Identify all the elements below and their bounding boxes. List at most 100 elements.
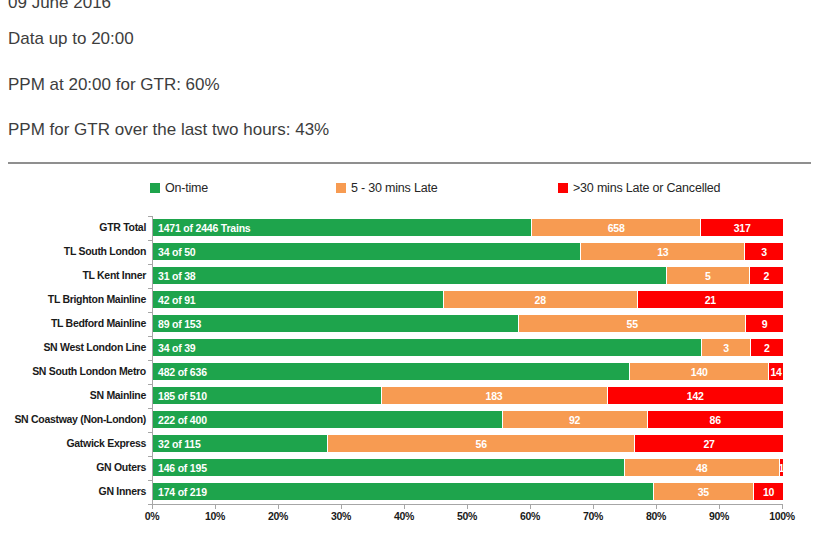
bar-value-label: 1471 of 2446 Trains (158, 222, 251, 234)
bar-value-label: 3 (723, 342, 729, 354)
bar-segment-cancelled: 317 (701, 219, 783, 236)
bar-row: 89 of 153559 (153, 315, 783, 332)
x-axis-tick (593, 505, 594, 509)
on-time-swatch-icon (150, 183, 160, 193)
legend-label: On-time (165, 181, 208, 195)
y-axis-tick (148, 336, 152, 337)
bar-segment-cancelled: 1 (780, 459, 783, 476)
x-axis-tick (530, 505, 531, 509)
x-axis-tick (341, 505, 342, 509)
bar-segment-late: 28 (444, 291, 638, 308)
bar-value-label: 222 of 400 (158, 414, 207, 426)
x-axis-tick (152, 505, 153, 509)
y-axis-tick (148, 216, 152, 217)
bar-value-label: 34 of 39 (158, 342, 196, 354)
bar-row: 42 of 91 28 21 (153, 291, 783, 308)
y-axis-tick (148, 456, 152, 457)
x-axis-tick (467, 505, 468, 509)
category-label: GN Outers (0, 459, 146, 476)
bar-segment-late: 35 (654, 483, 755, 500)
bar-segment-on-time: 42 of 91 (153, 291, 444, 308)
y-axis-tick (148, 288, 152, 289)
bar-segment-late: 92 (503, 411, 648, 428)
x-axis-tick (656, 505, 657, 509)
bar-row: 185 of 510183142 (153, 387, 783, 404)
bar-value-label: 92 (569, 414, 580, 426)
bar-value-label: 55 (627, 318, 638, 330)
bar-value-label: 10 (763, 486, 774, 498)
legend-label: >30 mins Late or Cancelled (573, 181, 720, 195)
bar-segment-on-time: 34 of 50 (153, 243, 581, 260)
x-axis-tick-label: 80% (636, 510, 676, 522)
category-label: TL Brighton Mainline (0, 291, 146, 308)
bar-row: 32 of 115 56 27 (153, 435, 783, 452)
x-axis-tick-label: 30% (321, 510, 361, 522)
bar-segment-late: 5 (667, 267, 750, 284)
bar-value-label: 482 of 636 (158, 366, 207, 378)
category-label: Gatwick Express (0, 435, 146, 452)
bar-row: 1471 of 2446 Trains 658 317 (153, 219, 783, 236)
x-axis-tick-label: 0% (132, 510, 172, 522)
bar-value-label: 658 (608, 222, 625, 234)
header-ppm-two-hours: PPM for GTR over the last two hours: 43% (8, 120, 329, 140)
x-axis-tick-label: 40% (384, 510, 424, 522)
bar-segment-cancelled: 2 (750, 267, 783, 284)
category-label: SN Mainline (0, 387, 146, 404)
bar-row: 31 of 38 5 2 (153, 267, 783, 284)
bar-segment-cancelled: 3 (745, 243, 783, 260)
header-ppm-now: PPM at 20:00 for GTR: 60% (8, 75, 220, 95)
bar-segment-on-time: 31 of 38 (153, 267, 667, 284)
bar-segment-on-time: 482 of 636 (153, 363, 630, 380)
bar-segment-late: 140 (630, 363, 769, 380)
bar-value-label: 27 (703, 438, 714, 450)
bar-value-label: 31 of 38 (158, 270, 196, 282)
bar-value-label: 142 (687, 390, 704, 402)
x-axis-tick-label: 10% (195, 510, 235, 522)
bar-value-label: 32 of 115 (158, 438, 201, 450)
bar-value-label: 35 (698, 486, 709, 498)
legend-label: 5 - 30 mins Late (351, 181, 437, 195)
x-axis-tick-label: 100% (762, 510, 802, 522)
bar-row: 146 of 195481 (153, 459, 783, 476)
bar-value-label: 56 (476, 438, 487, 450)
category-label: SN South London Metro (0, 363, 146, 380)
bar-value-label: 5 (705, 270, 711, 282)
bar-segment-late: 55 (519, 315, 745, 332)
category-label: SN West London Line (0, 339, 146, 356)
category-label: TL Bedford Mainline (0, 315, 146, 332)
bar-segment-on-time: 174 of 219 (153, 483, 654, 500)
header-date: 09 June 2016 (8, 0, 111, 13)
bar-value-label: 42 of 91 (158, 294, 196, 306)
y-axis-tick (148, 408, 152, 409)
legend-item-late: 5 - 30 mins Late (336, 181, 437, 195)
bar-segment-on-time: 185 of 510 (153, 387, 382, 404)
y-axis-tick (148, 432, 152, 433)
bar-value-label: 21 (705, 294, 716, 306)
category-label: SN Coastway (Non-London) (0, 411, 146, 428)
bar-segment-late: 48 (625, 459, 780, 476)
bar-value-label: 89 of 153 (158, 318, 201, 330)
bar-value-label: 2 (764, 342, 770, 354)
bar-segment-on-time: 32 of 115 (153, 435, 328, 452)
bar-value-label: 28 (535, 294, 546, 306)
x-axis-tick-label: 20% (258, 510, 298, 522)
bar-segment-cancelled: 14 (769, 363, 783, 380)
category-label: GTR Total (0, 219, 146, 236)
bar-row: 34 of 39 3 2 (153, 339, 783, 356)
bar-value-label: 48 (696, 462, 707, 474)
x-axis-tick-label: 50% (447, 510, 487, 522)
y-axis-tick (148, 504, 152, 505)
x-axis-tick-label: 90% (699, 510, 739, 522)
bar-row: 34 of 50133 (153, 243, 783, 260)
bar-value-label: 140 (691, 366, 708, 378)
bar-value-label: 174 of 219 (158, 486, 207, 498)
bar-value-label: 2 (764, 270, 770, 282)
header-data-up-to: Data up to 20:00 (8, 29, 134, 49)
plot-area: 1471 of 2446 Trains65831734 of 5013331 o… (152, 216, 783, 505)
bar-segment-late: 3 (702, 339, 750, 356)
bar-segment-on-time: 222 of 400 (153, 411, 503, 428)
bar-value-label: 86 (710, 414, 721, 426)
bar-value-label: 185 of 510 (158, 390, 207, 402)
bar-segment-on-time: 34 of 39 (153, 339, 702, 356)
bar-segment-cancelled: 142 (608, 387, 783, 404)
